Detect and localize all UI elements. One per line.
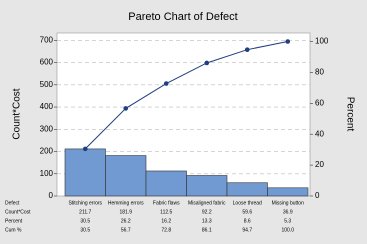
- table-cell: 112.5: [160, 209, 172, 215]
- chart-title: Pareto Chart of Defect: [128, 11, 237, 23]
- bar: [267, 187, 309, 197]
- cum-line: [84, 41, 288, 150]
- table-cell: 100.0: [281, 227, 294, 233]
- y-tick-label: 600: [40, 58, 54, 67]
- table-cell: 59.6: [242, 209, 252, 215]
- y-axis-label: Count*Cost: [12, 88, 23, 139]
- table-cell: 8.6: [244, 218, 251, 224]
- y2-tick-label: 40: [315, 129, 324, 138]
- y2-tick-label: 20: [315, 160, 324, 169]
- y-tick-label: 0: [49, 191, 54, 200]
- bar: [145, 170, 187, 197]
- table-row-label: Cum %: [5, 227, 22, 233]
- table-cell: 92.2: [202, 209, 212, 215]
- table-cell: Stitching errors: [68, 200, 102, 206]
- y-tick-label: 100: [40, 169, 54, 178]
- y-tick-label: 200: [40, 147, 54, 156]
- y2-tick-label: 60: [315, 98, 324, 107]
- y2-tick-label: 0: [315, 191, 320, 200]
- table-cell: Loose thread: [233, 200, 262, 206]
- table-cell: Hemming errors: [108, 200, 144, 206]
- table-row-label: Count*Cost: [5, 209, 31, 215]
- table-cell: 56.7: [121, 227, 131, 233]
- bar: [64, 148, 106, 197]
- y-tick-label: 700: [40, 35, 54, 44]
- table-cell: Misaligned fabric: [188, 200, 226, 206]
- table-row-label: Defect: [5, 200, 20, 206]
- table-cell: 211.7: [79, 209, 91, 215]
- bar: [186, 175, 228, 197]
- cum-point: [244, 47, 250, 52]
- cum-point: [123, 106, 129, 111]
- y2-axis-label: Percent: [344, 97, 355, 132]
- y-tick-label: 400: [40, 102, 54, 111]
- table-row-label: Percent: [5, 218, 23, 224]
- y2-tick-label: 100: [315, 37, 329, 46]
- cum-point: [163, 81, 169, 86]
- table-cell: 16.2: [161, 218, 171, 224]
- bar: [226, 182, 268, 197]
- y2-tick-label: 80: [315, 68, 324, 77]
- table-cell: 26.2: [121, 218, 131, 224]
- table-cell: 72.8: [161, 227, 171, 233]
- y-tick-label: 300: [40, 124, 54, 133]
- table-cell: 86.1: [202, 227, 212, 233]
- table-cell: 5.3: [284, 218, 291, 224]
- table-cell: 94.7: [242, 227, 252, 233]
- table-cell: 30.5: [80, 218, 90, 224]
- cum-point: [285, 39, 291, 44]
- y-tick-label: 500: [40, 80, 54, 89]
- table-cell: Missing button: [272, 200, 304, 206]
- table-cell: 30.5: [80, 227, 90, 233]
- cum-point: [204, 60, 210, 66]
- cum-point: [82, 146, 88, 152]
- bar: [105, 155, 147, 197]
- table-cell: 13.3: [202, 218, 212, 224]
- table-cell: 36.9: [283, 209, 293, 215]
- table-cell: 181.9: [119, 209, 132, 215]
- table-cell: Fabric flaws: [153, 200, 180, 206]
